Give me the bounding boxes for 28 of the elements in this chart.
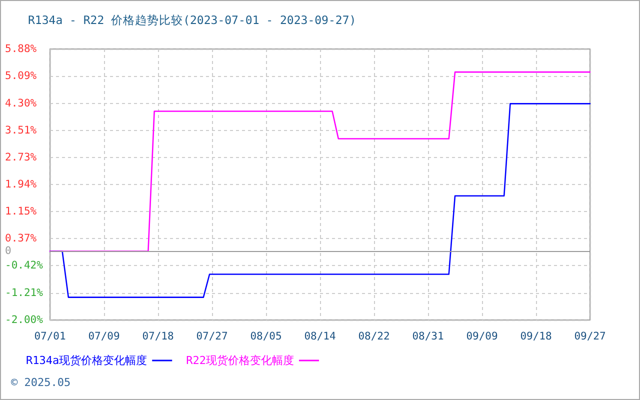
y-tick-label: -0.42% bbox=[5, 260, 44, 272]
y-tick-label: 5.88% bbox=[5, 43, 38, 55]
y-tick-label: 1.94% bbox=[5, 178, 38, 190]
x-tick-label: 09/18 bbox=[520, 330, 552, 342]
legend-label: R134a现货价格变化幅度 bbox=[26, 354, 148, 367]
x-tick-label: 07/18 bbox=[142, 330, 174, 342]
y-tick-label: 0.37% bbox=[5, 232, 38, 244]
y-tick-label: 4.30% bbox=[5, 97, 38, 110]
line-series bbox=[49, 71, 591, 252]
y-tick-label: 2.73% bbox=[5, 151, 38, 164]
text: © 2025.05 bbox=[11, 376, 71, 389]
x-tick-label: 08/22 bbox=[358, 330, 390, 342]
x-tick-label: 07/27 bbox=[196, 330, 228, 342]
x-tick-label: 07/01 bbox=[34, 330, 66, 342]
legend-label: R22现货价格变化幅度 bbox=[186, 354, 294, 367]
y-tick-label: 5.09% bbox=[5, 70, 38, 82]
x-tick-label: 08/14 bbox=[304, 330, 336, 342]
y-tick-label: -2.00% bbox=[5, 314, 44, 326]
y-tick-label: 3.51% bbox=[5, 124, 38, 137]
y-tick-label: 0 bbox=[5, 245, 12, 258]
y-tick-label: 1.15% bbox=[5, 206, 38, 218]
y-tick-label: -1.21% bbox=[5, 286, 44, 299]
x-tick-label: 08/05 bbox=[250, 330, 282, 342]
x-tick-label: 09/09 bbox=[466, 330, 498, 342]
x-tick-label: 08/31 bbox=[412, 330, 444, 342]
x-tick-label: 09/27 bbox=[574, 330, 606, 342]
x-tick-label: 07/09 bbox=[88, 330, 120, 342]
chart-title: R134a - R22 价格趋势比较(2023-07-01 - 2023-09-27) bbox=[28, 13, 356, 27]
